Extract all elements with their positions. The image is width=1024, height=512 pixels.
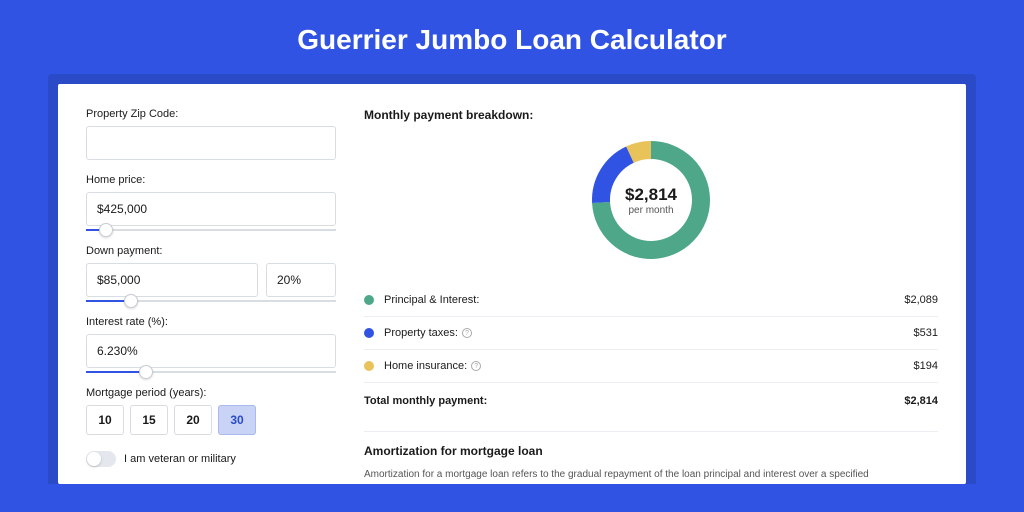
- section-divider: [364, 431, 938, 432]
- amortization-title: Amortization for mortgage loan: [364, 444, 938, 458]
- calculator-card: Property Zip Code: Home price: Down paym…: [58, 84, 966, 484]
- donut-chart-wrap: $2,814 per month: [364, 136, 938, 264]
- home-price-label: Home price:: [86, 174, 336, 186]
- interest-rate-input[interactable]: [86, 334, 336, 368]
- breakdown-rows: Principal & Interest:$2,089Property taxe…: [364, 284, 938, 383]
- breakdown-row: Property taxes: ?$531: [364, 317, 938, 350]
- period-button-row: 10152030: [86, 405, 336, 435]
- breakdown-title: Monthly payment breakdown:: [364, 108, 938, 122]
- mortgage-period-label: Mortgage period (years):: [86, 387, 336, 399]
- row-value: $531: [914, 327, 938, 339]
- total-label: Total monthly payment:: [364, 395, 904, 407]
- mortgage-period-group: Mortgage period (years): 10152030: [86, 387, 336, 435]
- donut-chart: $2,814 per month: [587, 136, 715, 264]
- amortization-text: Amortization for a mortgage loan refers …: [364, 468, 938, 482]
- info-icon[interactable]: ?: [462, 328, 472, 338]
- period-button-15[interactable]: 15: [130, 405, 168, 435]
- donut-center: $2,814 per month: [587, 136, 715, 264]
- home-price-input[interactable]: [86, 192, 336, 226]
- row-value: $194: [914, 360, 938, 372]
- down-payment-group: Down payment:: [86, 245, 336, 302]
- breakdown-row: Home insurance: ?$194: [364, 350, 938, 383]
- page-title: Guerrier Jumbo Loan Calculator: [0, 0, 1024, 74]
- home-price-slider[interactable]: [86, 229, 336, 231]
- toggle-knob: [87, 452, 101, 466]
- veteran-toggle-row: I am veteran or military: [86, 451, 336, 467]
- inputs-column: Property Zip Code: Home price: Down paym…: [86, 108, 336, 484]
- total-value: $2,814: [904, 395, 938, 407]
- total-row: Total monthly payment: $2,814: [364, 383, 938, 417]
- legend-dot: [364, 328, 374, 338]
- row-label: Property taxes: ?: [384, 327, 914, 339]
- breakdown-row: Principal & Interest:$2,089: [364, 284, 938, 317]
- legend-dot: [364, 361, 374, 371]
- row-value: $2,089: [904, 294, 938, 306]
- donut-amount: $2,814: [625, 185, 677, 205]
- row-label: Principal & Interest:: [384, 294, 904, 306]
- interest-rate-label: Interest rate (%):: [86, 316, 336, 328]
- donut-sub: per month: [628, 205, 673, 216]
- row-label: Home insurance: ?: [384, 360, 914, 372]
- home-price-group: Home price:: [86, 174, 336, 231]
- zip-label: Property Zip Code:: [86, 108, 336, 120]
- veteran-toggle[interactable]: [86, 451, 116, 467]
- zip-field-group: Property Zip Code:: [86, 108, 336, 160]
- legend-dot: [364, 295, 374, 305]
- period-button-10[interactable]: 10: [86, 405, 124, 435]
- veteran-label: I am veteran or military: [124, 453, 236, 465]
- results-column: Monthly payment breakdown: $2,814 per mo…: [364, 108, 938, 484]
- zip-input[interactable]: [86, 126, 336, 160]
- down-payment-slider[interactable]: [86, 300, 336, 302]
- interest-rate-group: Interest rate (%):: [86, 316, 336, 373]
- period-button-30[interactable]: 30: [218, 405, 256, 435]
- down-payment-percent-input[interactable]: [266, 263, 336, 297]
- info-icon[interactable]: ?: [471, 361, 481, 371]
- down-payment-label: Down payment:: [86, 245, 336, 257]
- down-payment-amount-input[interactable]: [86, 263, 258, 297]
- period-button-20[interactable]: 20: [174, 405, 212, 435]
- interest-rate-slider[interactable]: [86, 371, 336, 373]
- card-shadow: Property Zip Code: Home price: Down paym…: [48, 74, 976, 484]
